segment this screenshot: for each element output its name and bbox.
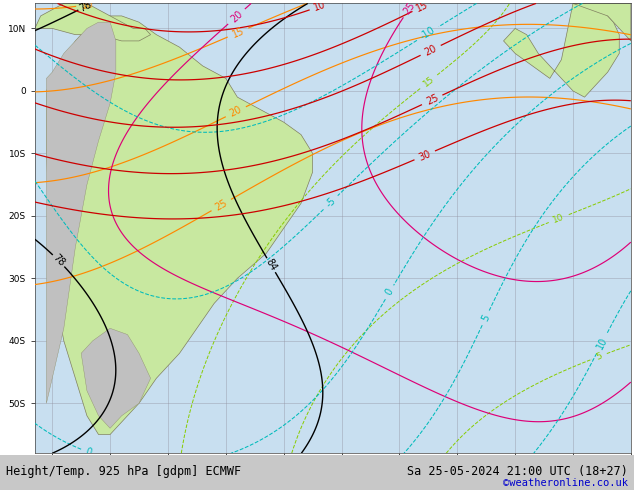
Text: 10: 10 [81,0,94,11]
Polygon shape [573,3,631,41]
Text: 15: 15 [415,0,430,14]
Polygon shape [81,328,151,428]
Text: Height/Temp. 925 hPa [gdpm] ECMWF: Height/Temp. 925 hPa [gdpm] ECMWF [6,465,242,478]
Polygon shape [35,3,151,41]
Text: 25: 25 [424,93,440,107]
Text: 10: 10 [313,0,328,13]
Text: 10: 10 [595,336,609,351]
Polygon shape [46,22,116,403]
Text: ©weatheronline.co.uk: ©weatheronline.co.uk [503,478,628,488]
Text: 25: 25 [214,197,230,213]
Text: 0: 0 [384,287,396,297]
Text: 15: 15 [422,74,436,89]
Text: 25: 25 [402,0,417,16]
Text: 78: 78 [51,253,67,269]
Text: 5: 5 [480,313,491,323]
Polygon shape [503,3,619,97]
Text: -10: -10 [418,25,437,42]
Text: 30: 30 [417,148,432,162]
Text: 20: 20 [228,104,243,119]
Text: 5: 5 [595,351,604,362]
Text: 20: 20 [423,43,439,57]
Text: -5: -5 [323,196,337,210]
Text: 0: 0 [84,446,93,458]
Text: 78: 78 [78,0,93,14]
Polygon shape [46,16,313,435]
Text: 15: 15 [230,25,245,40]
Text: 10: 10 [552,212,566,225]
Text: 84: 84 [264,257,278,273]
Text: 20: 20 [229,9,245,24]
Text: Sa 25-05-2024 21:00 UTC (18+27): Sa 25-05-2024 21:00 UTC (18+27) [407,465,628,478]
